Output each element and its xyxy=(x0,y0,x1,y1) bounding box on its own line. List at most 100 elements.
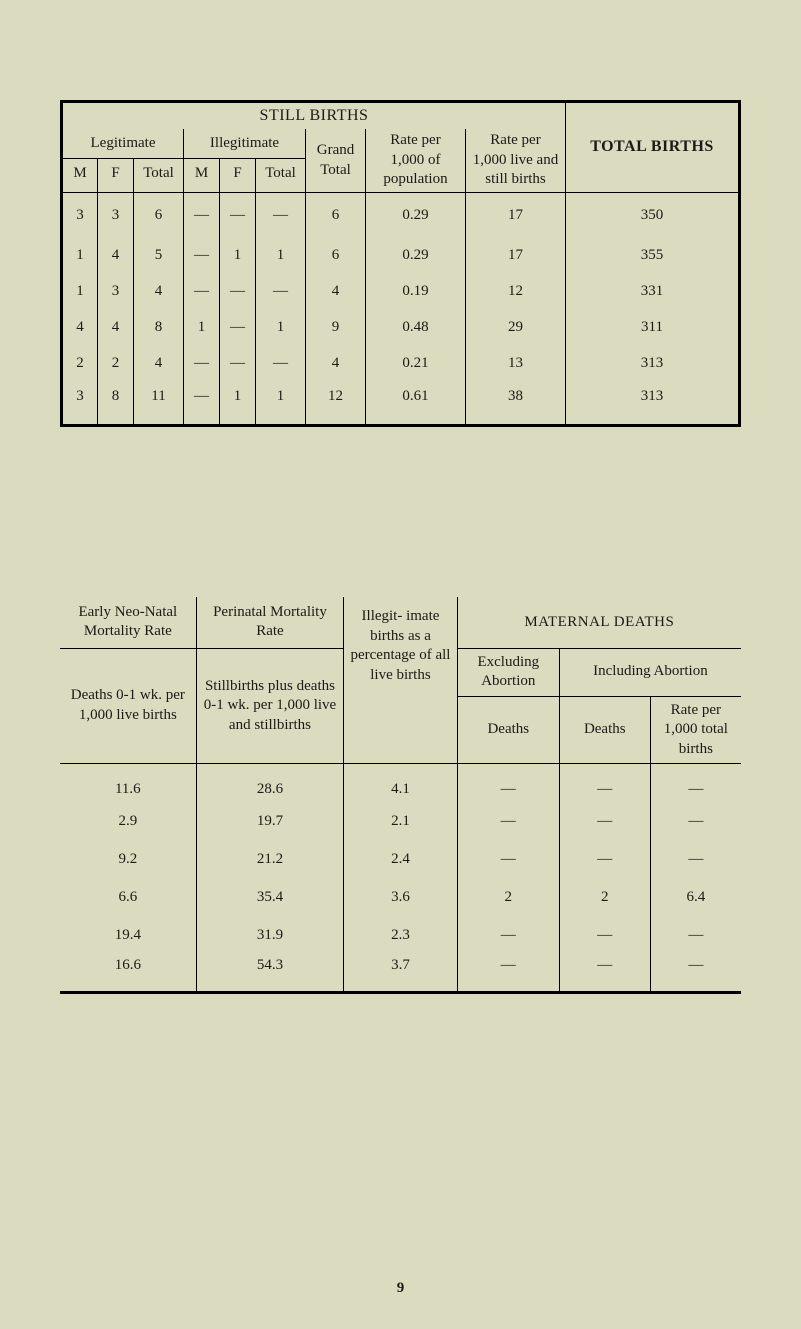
table2-row: 2.9 19.7 2.1 — — — xyxy=(60,802,741,840)
cell: — xyxy=(457,764,559,802)
hdr-legit-total: Total xyxy=(134,159,184,193)
hdr-excluding: Excluding Abortion xyxy=(457,648,559,696)
page-number: 9 xyxy=(0,1280,801,1297)
cell: 8 xyxy=(98,381,134,425)
cell: — xyxy=(256,273,306,309)
cell: 5 xyxy=(134,237,184,273)
cell: 2.4 xyxy=(344,840,458,878)
table1-row: 1 3 4 — — — 4 0.19 12 331 xyxy=(62,273,740,309)
cell: 3 xyxy=(98,193,134,237)
hdr-maternal-deaths: MATERNAL DEATHS xyxy=(457,597,741,649)
table1-row: 3 3 6 — — — 6 0.29 17 350 xyxy=(62,193,740,237)
cell: 17 xyxy=(466,237,566,273)
table1-row: 4 4 8 1 — 1 9 0.48 29 311 xyxy=(62,309,740,345)
cell: 6 xyxy=(306,237,366,273)
cell: — xyxy=(184,381,220,425)
hdr-including: Including Abortion xyxy=(559,648,741,696)
cell: 12 xyxy=(306,381,366,425)
hdr-illeg-pct: Illegit- imate births as a percentage of… xyxy=(344,597,458,697)
table1-row: 3 8 11 — 1 1 12 0.61 38 313 xyxy=(62,381,740,425)
cell: — xyxy=(559,916,650,954)
cell: — xyxy=(457,840,559,878)
cell: 28.6 xyxy=(196,764,344,802)
hdr-illeg-total: Total xyxy=(256,159,306,193)
cell: — xyxy=(650,840,741,878)
mortality-table: Early Neo-Natal Mortality Rate Perinatal… xyxy=(60,597,741,994)
cell: — xyxy=(220,193,256,237)
cell: 313 xyxy=(566,381,740,425)
cell: 0.29 xyxy=(366,193,466,237)
cell: — xyxy=(184,345,220,381)
cell: 2 xyxy=(457,878,559,916)
cell: 9 xyxy=(306,309,366,345)
cell: — xyxy=(256,193,306,237)
cell: 3.6 xyxy=(344,878,458,916)
cell: 3.7 xyxy=(344,954,458,992)
hdr-legit-m: M xyxy=(62,159,98,193)
hdr-illeg-f: F xyxy=(220,159,256,193)
cell: 3 xyxy=(98,273,134,309)
cell: 4 xyxy=(134,273,184,309)
hdr-deaths-01wk: Deaths 0-1 wk. per 1,000 live births xyxy=(60,648,196,764)
cell: 331 xyxy=(566,273,740,309)
hdr-grand-total: Grand Total xyxy=(306,129,366,193)
table2-row: 11.6 28.6 4.1 — — — xyxy=(60,764,741,802)
cell: 1 xyxy=(256,381,306,425)
cell: 2.1 xyxy=(344,802,458,840)
cell: 35.4 xyxy=(196,878,344,916)
cell: 4 xyxy=(134,345,184,381)
cell: 2.9 xyxy=(60,802,196,840)
cell: 2 xyxy=(98,345,134,381)
hdr-deaths-excl: Deaths xyxy=(457,696,559,764)
cell: 21.2 xyxy=(196,840,344,878)
cell: 38 xyxy=(466,381,566,425)
hdr-early-neonatal: Early Neo-Natal Mortality Rate xyxy=(60,597,196,649)
cell: 1 xyxy=(220,237,256,273)
cell: 19.7 xyxy=(196,802,344,840)
cell: 4 xyxy=(98,309,134,345)
cell: 6.6 xyxy=(60,878,196,916)
cell: 4 xyxy=(98,237,134,273)
hdr-deaths-incl: Deaths xyxy=(559,696,650,764)
cell: — xyxy=(184,273,220,309)
cell: 6 xyxy=(306,193,366,237)
cell: 6.4 xyxy=(650,878,741,916)
cell: — xyxy=(457,802,559,840)
table2-row: 16.6 54.3 3.7 — — — xyxy=(60,954,741,992)
table1-row: 1 4 5 — 1 1 6 0.29 17 355 xyxy=(62,237,740,273)
cell: 350 xyxy=(566,193,740,237)
cell: 355 xyxy=(566,237,740,273)
cell: 0.21 xyxy=(366,345,466,381)
cell: 1 xyxy=(184,309,220,345)
cell: 311 xyxy=(566,309,740,345)
cell: 4 xyxy=(306,273,366,309)
cell: 9.2 xyxy=(60,840,196,878)
cell: — xyxy=(184,193,220,237)
cell: 12 xyxy=(466,273,566,309)
cell: 1 xyxy=(62,273,98,309)
hdr-legit-f: F xyxy=(98,159,134,193)
cell: 2 xyxy=(559,878,650,916)
hdr-legitimate: Legitimate xyxy=(62,129,184,159)
hdr-rate-live-still: Rate per 1,000 live and still births xyxy=(466,129,566,193)
table1-title: STILL BIRTHS xyxy=(62,102,566,130)
cell: — xyxy=(650,954,741,992)
cell: — xyxy=(650,916,741,954)
cell: 6 xyxy=(134,193,184,237)
cell: 11.6 xyxy=(60,764,196,802)
hdr-perinatal: Perinatal Mortality Rate xyxy=(196,597,344,649)
table1-row: 2 2 4 — — — 4 0.21 13 313 xyxy=(62,345,740,381)
cell: 8 xyxy=(134,309,184,345)
page-root: STILL BIRTHS TOTAL BIRTHS Legitimate Ill… xyxy=(0,0,801,1329)
hdr-rate-pop: Rate per 1,000 of population xyxy=(366,129,466,193)
cell: 4.1 xyxy=(344,764,458,802)
hdr-rate-per-1000-total: Rate per 1,000 total births xyxy=(650,696,741,764)
cell: — xyxy=(220,309,256,345)
cell: — xyxy=(559,954,650,992)
cell: 0.19 xyxy=(366,273,466,309)
cell: — xyxy=(457,916,559,954)
cell: — xyxy=(256,345,306,381)
cell: 1 xyxy=(256,309,306,345)
cell: — xyxy=(220,345,256,381)
hdr-illegitimate: Illegitimate xyxy=(184,129,306,159)
